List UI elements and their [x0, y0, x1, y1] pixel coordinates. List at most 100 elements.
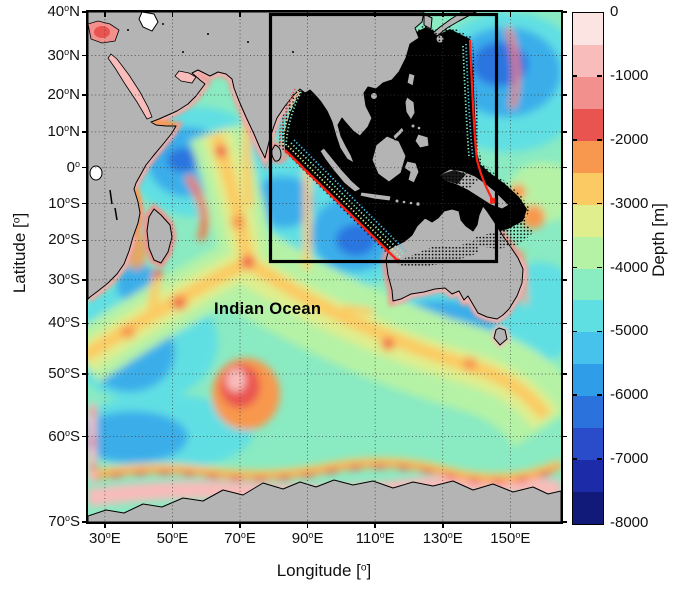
colorbar-tick-mark: [597, 266, 602, 269]
colorbar-tick-mark: [597, 138, 602, 141]
y-tick-mark-right: [561, 435, 567, 438]
colorbar-band: [573, 300, 603, 333]
x-tick-mark-top: [374, 12, 376, 17]
colorbar-band: [573, 13, 603, 45]
y-tick-label: 20oS: [48, 231, 80, 249]
ocean-base: [88, 12, 561, 522]
x-tick-mark: [306, 522, 309, 528]
y-tick-label: 30oN: [47, 46, 80, 64]
colorbar-tick-label: -1000: [610, 66, 649, 84]
x-tick-mark: [442, 522, 444, 528]
red-sea: [107, 53, 153, 120]
y-tick-label: 20oN: [47, 85, 80, 103]
persian-gulf: [174, 70, 197, 84]
colorbar-tick-label: -7000: [610, 450, 649, 468]
y-tick-mark: [82, 11, 88, 13]
land-tasmania: [493, 327, 508, 346]
colorbar-band: [573, 396, 603, 429]
y-tick-mark: [82, 435, 88, 438]
colorbar-tick-label: -4000: [610, 258, 649, 276]
y-tick-mark: [82, 373, 88, 375]
colorbar-band: [573, 76, 603, 109]
y-tick-mark: [82, 54, 88, 57]
colorbar-band: [573, 204, 603, 237]
y-tick-label: 0o: [66, 158, 80, 176]
y-tick-label: 60oS: [48, 427, 80, 445]
land-new-guinea: [438, 168, 510, 210]
y-tick-mark: [82, 94, 88, 96]
y-tick-label: 40oS: [48, 314, 80, 332]
y-tick-mark: [82, 239, 88, 242]
x-tick-label: 130oE: [422, 530, 463, 547]
y-tick-mark-right: [561, 373, 567, 375]
y-tick-mark-right: [561, 11, 567, 13]
colorbar-tick-mark: [572, 330, 577, 333]
x-tick-mark-top: [509, 12, 512, 17]
mesh-region: [281, 24, 530, 264]
land-sulawesi: [403, 160, 420, 184]
colorbar: [572, 12, 604, 525]
y-tick-mark: [82, 322, 88, 325]
land-japan: [432, 12, 477, 37]
lake-victoria: [89, 165, 103, 181]
colorbar-tick-mark: [572, 458, 577, 460]
x-tick-mark-top: [104, 12, 106, 17]
land-sumatra: [319, 147, 362, 193]
y-tick-label: 40oN: [47, 3, 80, 20]
land-australia: [385, 205, 524, 320]
y-tick-label: 50oS: [48, 365, 80, 383]
map-plot-area: Indian Ocean: [86, 10, 563, 524]
land-luzon: [404, 96, 416, 121]
y-tick-mark: [82, 279, 88, 281]
colorbar-tick-mark: [597, 330, 602, 333]
y-tick-mark-right: [561, 166, 567, 169]
y-tick-mark-right: [561, 131, 567, 133]
mesh-core: [281, 24, 530, 264]
x-tick-mark-top: [239, 12, 241, 17]
y-tick-mark: [82, 202, 88, 205]
y-tick-mark: [82, 166, 88, 169]
caspian-sea: [138, 12, 159, 32]
y-tick-mark-right: [561, 54, 567, 57]
colorbar-label: Depth [m]: [649, 203, 668, 277]
colorbar-tick-mark: [572, 266, 577, 269]
land-palawan: [392, 126, 405, 141]
colorbar-tick-mark: [597, 202, 602, 205]
colorbar-tick-label: -3000: [610, 194, 649, 212]
land-antarctica: [88, 479, 561, 522]
x-tick-label: 50oE: [156, 530, 189, 547]
y-tick-mark: [82, 131, 88, 133]
x-tick-label: 30oE: [89, 530, 121, 547]
x-tick-label: 110oE: [355, 530, 395, 547]
colorbar-tick-mark: [572, 202, 577, 205]
inland-water: [88, 12, 294, 221]
x-tick-mark: [171, 522, 174, 528]
x-tick-mark-top: [306, 12, 309, 17]
colorbar-tick-label: -6000: [610, 386, 649, 404]
colorbar-tick-mark: [572, 394, 577, 397]
land-borneo: [371, 135, 407, 183]
map-region-label: Indian Ocean: [214, 300, 322, 318]
colorbar-tick-mark: [597, 458, 602, 460]
study-region-box: [268, 12, 499, 264]
graticule: [88, 12, 561, 522]
colorbar-band: [573, 140, 603, 173]
colorbar-tick-label: 0: [610, 3, 619, 20]
colorbar-band: [573, 364, 603, 397]
mesh-fringe: [279, 27, 534, 267]
land-taiwan: [406, 72, 416, 87]
y-tick-label: 10oS: [48, 194, 80, 212]
x-tick-mark-top: [171, 12, 174, 17]
y-tick-mark-right: [561, 279, 567, 281]
x-tick-mark: [509, 522, 512, 528]
colorbar-band: [573, 108, 603, 141]
colorbar-tick-mark: [597, 394, 602, 397]
colorbar-tick-label: -5000: [610, 322, 649, 340]
boundary-end-marker: [490, 198, 496, 204]
colorbar-tick-mark: [572, 138, 577, 141]
y-tick-mark-right: [561, 322, 567, 325]
y-tick-mark: [82, 521, 88, 523]
open-boundary-lines: [284, 39, 496, 264]
colorbar-band: [573, 172, 603, 205]
